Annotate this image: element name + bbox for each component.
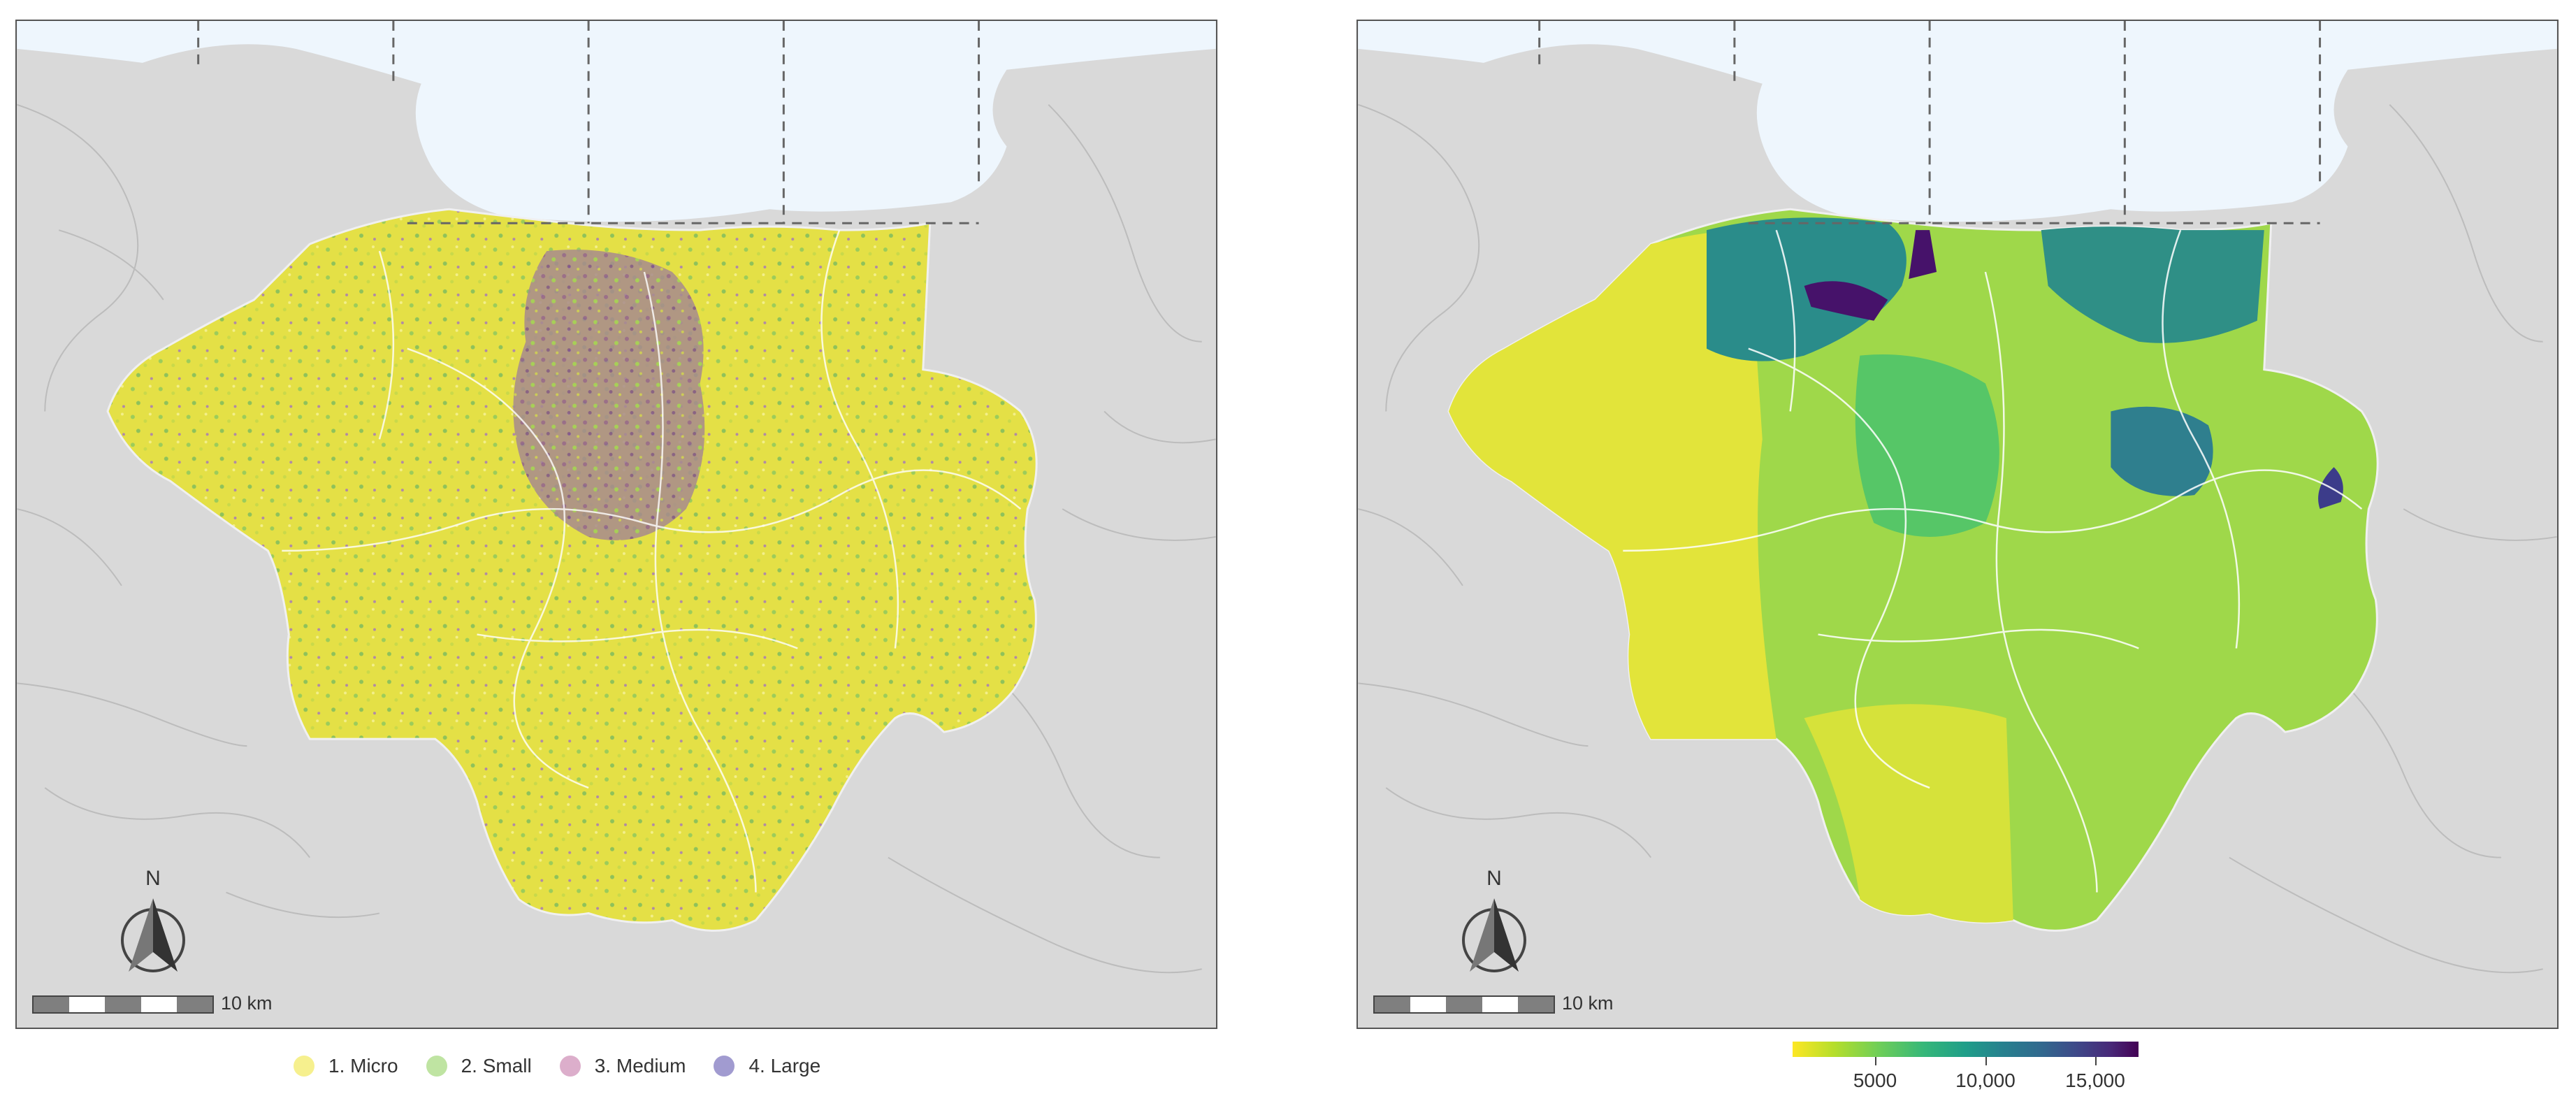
- district-boundaries: [1623, 229, 2363, 893]
- colorbar-gradient: [1793, 1042, 2139, 1057]
- scale-bar: [1373, 995, 1555, 1014]
- study-area-fill: [106, 208, 1038, 932]
- sea: [17, 21, 1216, 222]
- north-label: N: [1486, 867, 1502, 890]
- west-low-region: [1449, 230, 1777, 740]
- size-legend: 1. Micro 2. Small 3. Medium 4. Large: [294, 1049, 820, 1084]
- central-mid-region: [1855, 354, 1999, 537]
- district-boundaries: [282, 229, 1022, 893]
- compass-icon: [1462, 898, 1526, 972]
- north-arrow: N: [1442, 867, 1547, 986]
- legend-item-small: 2. Small: [426, 1049, 532, 1084]
- dense-core: [513, 250, 705, 540]
- legend-item-medium: 3. Medium: [559, 1049, 686, 1084]
- scale-label: 10 km: [221, 993, 273, 1014]
- density-colorbar: 5000 10,000 15,000: [1793, 1042, 2139, 1091]
- outside-boundaries: [1358, 103, 2557, 974]
- port-peak: [1909, 230, 1937, 279]
- scale-label: 10 km: [1562, 993, 1614, 1014]
- compass-icon: [121, 898, 185, 972]
- north-label: N: [145, 867, 161, 890]
- business-size-map-canvas: [17, 21, 1216, 1028]
- legend-item-large: 4. Large: [714, 1049, 820, 1084]
- northeast-high-region: [2041, 226, 2264, 343]
- legend-item-micro: 1. Micro: [294, 1049, 398, 1084]
- north-arrow: N: [101, 867, 205, 986]
- grid-lines: [197, 21, 981, 224]
- east-mid-region: [2111, 406, 2213, 496]
- density-map-canvas: [1358, 21, 2557, 1028]
- colorbar-ticks: [1793, 1057, 2139, 1067]
- density-choropleth-map: N 10 km: [1356, 20, 2559, 1029]
- colorbar-label-5000: 5000: [1853, 1070, 1897, 1091]
- scale-bar: [32, 995, 214, 1014]
- south-low-region: [1804, 704, 2013, 923]
- business-size-map: N 10 km: [15, 20, 1217, 1029]
- coastal-peak: [1804, 281, 1888, 321]
- colorbar-label-15000: 15,000: [2065, 1070, 2125, 1091]
- colorbar-label-10000: 10,000: [1955, 1070, 2016, 1091]
- sea: [1358, 21, 2557, 222]
- grid-lines: [1538, 21, 2322, 224]
